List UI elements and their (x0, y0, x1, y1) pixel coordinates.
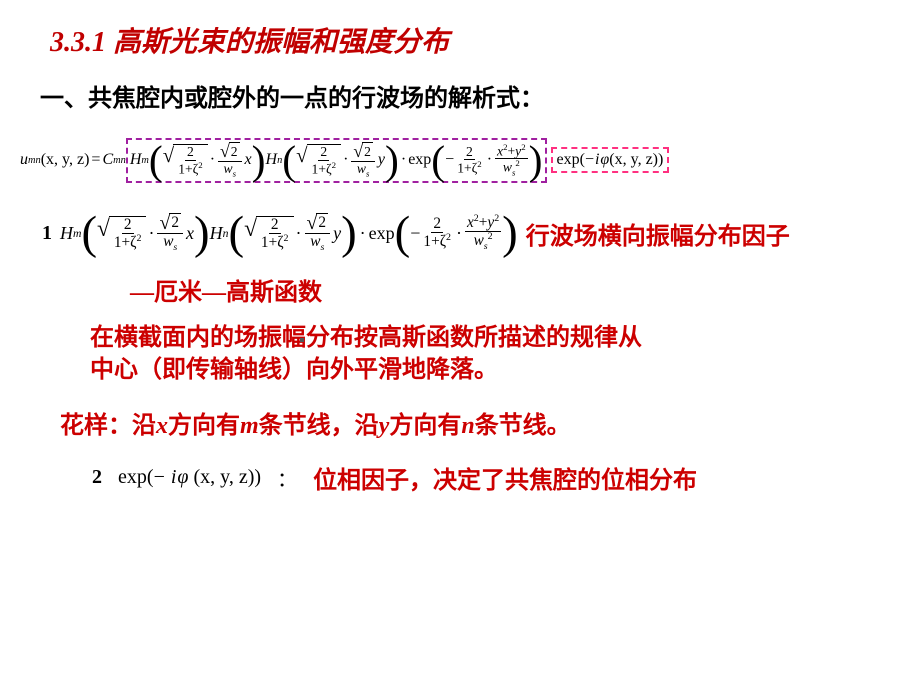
subsection-heading: 一、共焦腔内或腔外的一点的行波场的解析式： (40, 78, 890, 113)
description-text: 在横截面内的场振幅分布按高斯函数所描述的规律从 中心（即传输轴线）向外平滑地降落… (90, 322, 890, 387)
item-number-1: 1 (42, 222, 52, 245)
phase-annotation: 位相因子，决定了共焦腔的位相分布 (313, 460, 697, 495)
phase-expression: exp(− iφ (x, y, z)) (118, 466, 261, 489)
amplitude-box: Hm ( 2 1+ζ2 · 2 ws x ) Hn ( 2 1+ζ2 · 2 (126, 138, 547, 183)
main-equation: umn (x, y, z) = Cmn Hm ( 2 1+ζ2 · 2 ws x… (20, 138, 890, 183)
equation-row-1: 1 Hm ( 2 1+ζ2 · 2 ws x ) Hn ( 2 1+ζ2 · 2… (30, 213, 890, 254)
marker-dot (300, 338, 304, 342)
hermite-gauss-label: —厄米—高斯函数 (130, 272, 890, 307)
section-title: 3.3.1 高斯光束的振幅和强度分布 (50, 20, 890, 60)
amplitude-annotation: 行波场横向振幅分布因子 (526, 216, 790, 251)
pattern-text: 花样：沿x方向有m条节线，沿y方向有n条节线。 (60, 405, 890, 440)
equation-row-2: 2 exp(− iφ (x, y, z)) ： 位相因子，决定了共焦腔的位相分布 (80, 460, 890, 495)
phase-box: exp(− iφ (x, y, z)) (551, 147, 670, 173)
item-number-2: 2 (92, 466, 102, 489)
